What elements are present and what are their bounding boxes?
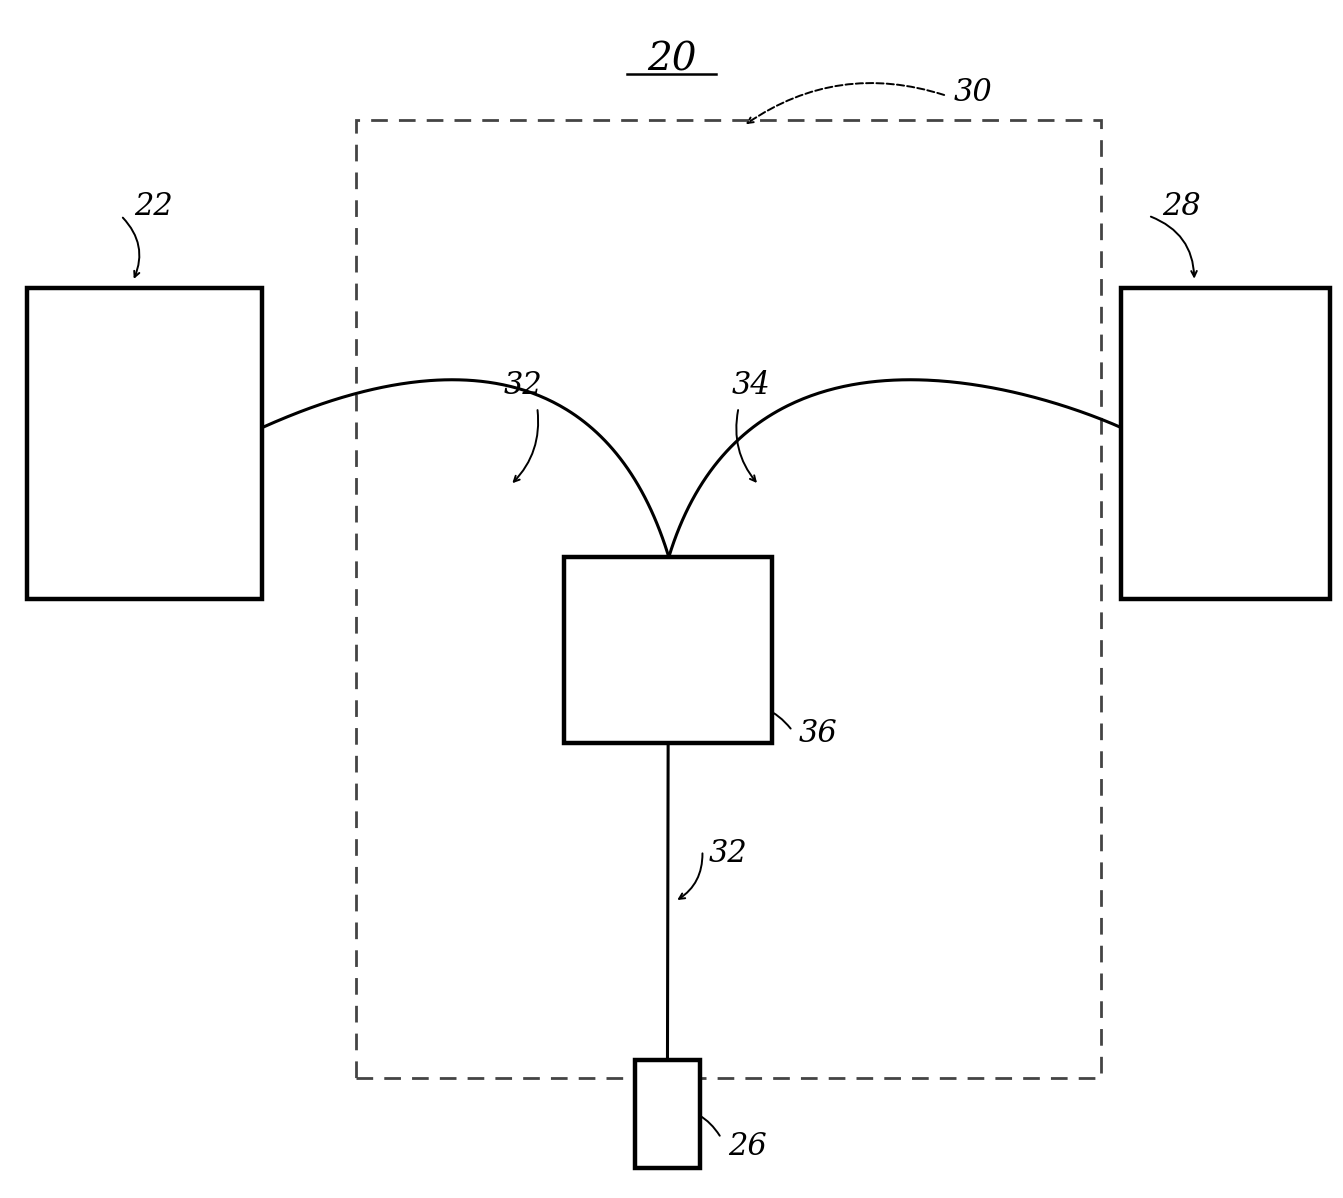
Text: 22: 22 — [134, 190, 173, 222]
Text: 26: 26 — [728, 1131, 767, 1162]
Text: 28: 28 — [1162, 190, 1201, 222]
Text: 36: 36 — [799, 718, 838, 749]
Text: 30: 30 — [954, 77, 992, 108]
Bar — [635, 1060, 700, 1168]
Text: 20: 20 — [647, 42, 696, 79]
Text: 32: 32 — [504, 370, 543, 401]
Bar — [564, 557, 772, 743]
Bar — [1121, 288, 1330, 599]
Bar — [27, 288, 262, 599]
Bar — [356, 120, 1101, 1078]
Text: 34: 34 — [732, 370, 771, 401]
Text: 32: 32 — [709, 837, 748, 869]
